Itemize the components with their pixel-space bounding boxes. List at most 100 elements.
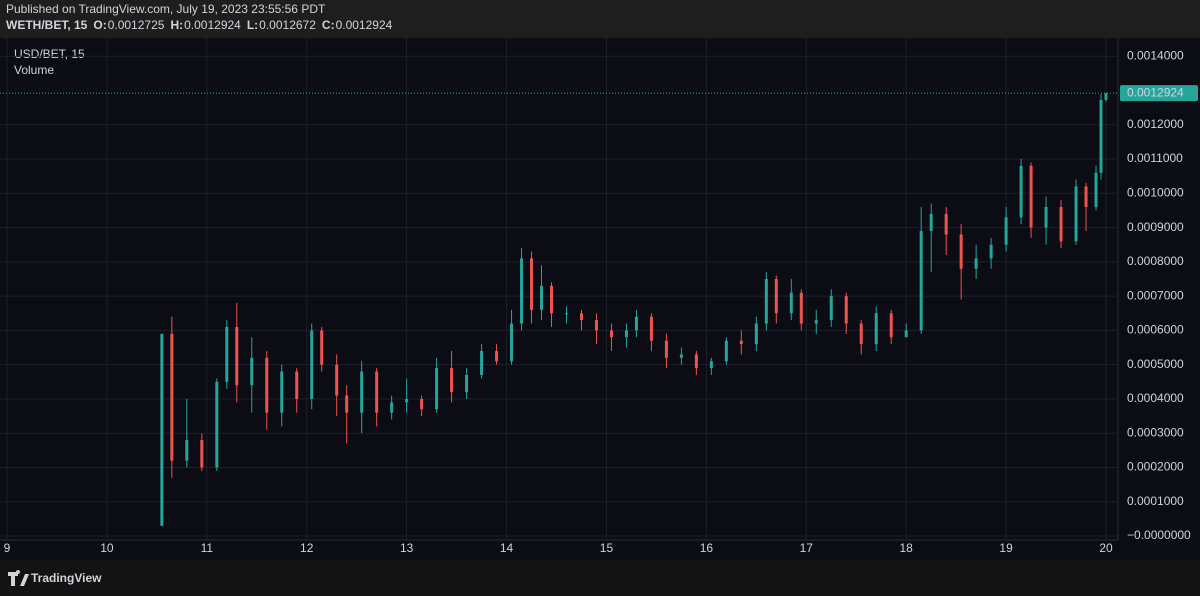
candle-body bbox=[739, 340, 743, 345]
candle-body bbox=[764, 278, 768, 324]
candle-body bbox=[320, 330, 324, 365]
y-tick-label: 0.0012000 bbox=[1127, 117, 1184, 131]
last-price-badge bbox=[1120, 85, 1198, 102]
ohlc-label: O: bbox=[93, 18, 106, 32]
candle-body bbox=[1084, 186, 1088, 208]
ohlc-value: 0.0012725 bbox=[108, 18, 165, 32]
x-tick-label: 13 bbox=[400, 541, 414, 555]
symbol: WETH/BET, 15 bbox=[6, 18, 88, 32]
candle-body bbox=[989, 244, 993, 259]
x-tick-label: 20 bbox=[1099, 541, 1113, 555]
x-tick-label: 15 bbox=[600, 541, 614, 555]
candle-body bbox=[789, 292, 793, 314]
ohlc-value: 0.0012924 bbox=[184, 18, 241, 32]
chart-subtitle: Volume bbox=[14, 63, 54, 77]
ohlc-label: L: bbox=[247, 18, 258, 32]
candle-body bbox=[480, 350, 484, 375]
candle-body bbox=[859, 323, 863, 345]
candle-body bbox=[1059, 207, 1063, 242]
candle-body bbox=[799, 292, 803, 324]
candle-body bbox=[215, 381, 219, 468]
candle-body bbox=[649, 316, 653, 341]
candle-body bbox=[844, 296, 848, 324]
candle-body bbox=[185, 440, 189, 461]
candle-body bbox=[375, 371, 379, 413]
x-tick-label: 14 bbox=[500, 541, 514, 555]
y-tick-label: 0.0002000 bbox=[1127, 460, 1184, 474]
candle-body bbox=[904, 330, 908, 338]
candle-body bbox=[874, 313, 878, 345]
y-tick-label: 0.0005000 bbox=[1127, 357, 1184, 371]
chart-title: USD/BET, 15 bbox=[14, 47, 85, 61]
x-tick-label: 17 bbox=[800, 541, 814, 555]
candle-body bbox=[594, 320, 598, 331]
footer-bar bbox=[0, 560, 1200, 596]
candle-body bbox=[450, 368, 454, 393]
candle-body bbox=[959, 234, 963, 269]
last-price-label: 0.0012924 bbox=[1127, 85, 1184, 99]
candle-body bbox=[1099, 99, 1103, 173]
candle-body bbox=[724, 340, 728, 362]
candle-body bbox=[420, 398, 424, 410]
candle-body bbox=[564, 313, 568, 315]
candle-body bbox=[170, 333, 174, 461]
candle-body bbox=[345, 395, 349, 413]
ohlc-label: H: bbox=[170, 18, 183, 32]
candle-body bbox=[1019, 165, 1023, 218]
brand: TradingView bbox=[31, 571, 102, 585]
candle-body bbox=[709, 361, 713, 369]
candle-body bbox=[1104, 93, 1108, 100]
candle-body bbox=[530, 258, 534, 310]
candle-body bbox=[405, 398, 409, 403]
candle-body bbox=[1029, 165, 1033, 228]
x-tick-label: 9 bbox=[4, 541, 11, 555]
candle-body bbox=[929, 213, 933, 232]
y-tick-label: 0.0009000 bbox=[1127, 220, 1184, 234]
y-tick-label: 0.0007000 bbox=[1127, 288, 1184, 302]
candle-body bbox=[1004, 217, 1008, 245]
x-tick-label: 19 bbox=[999, 541, 1013, 555]
candle-body bbox=[540, 285, 544, 310]
candle-body bbox=[295, 371, 299, 399]
plot-bg bbox=[0, 38, 1200, 560]
y-tick-label: 0.0014000 bbox=[1127, 48, 1184, 62]
candle-body bbox=[754, 323, 758, 345]
candle-body bbox=[579, 313, 583, 321]
candle-body bbox=[510, 323, 514, 362]
x-tick-label: 10 bbox=[100, 541, 114, 555]
candle-body bbox=[1044, 207, 1048, 228]
candle-body bbox=[694, 354, 698, 369]
candle-body bbox=[335, 364, 339, 396]
x-tick-label: 16 bbox=[700, 541, 714, 555]
candle-body bbox=[235, 326, 239, 386]
candle-body bbox=[265, 357, 269, 413]
candle-body bbox=[889, 313, 893, 338]
x-tick-label: 18 bbox=[900, 541, 914, 555]
y-tick-label: 0.0001000 bbox=[1127, 494, 1184, 508]
y-tick-label: 0.0006000 bbox=[1127, 323, 1184, 337]
x-tick-label: 12 bbox=[300, 541, 314, 555]
x-tick-label: 11 bbox=[201, 541, 214, 555]
candle-body bbox=[360, 371, 364, 413]
ohlc-value: 0.0012924 bbox=[336, 18, 393, 32]
y-tick-label: 0.0011000 bbox=[1127, 151, 1183, 165]
candle-body bbox=[634, 316, 638, 331]
candle-body bbox=[1094, 172, 1098, 208]
candle-body bbox=[664, 340, 668, 358]
candle-body bbox=[435, 368, 439, 410]
candle-body bbox=[624, 330, 628, 338]
candle-body bbox=[495, 350, 499, 362]
candle-body bbox=[829, 296, 833, 321]
candle-body bbox=[160, 333, 164, 526]
candle-body bbox=[465, 374, 469, 393]
candle-body bbox=[250, 357, 254, 386]
ohlc-value: 0.0012672 bbox=[259, 18, 316, 32]
y-tick-label: 0.0008000 bbox=[1127, 254, 1184, 268]
y-tick-label: −0.0000000 bbox=[1127, 528, 1191, 542]
candle-body bbox=[280, 371, 284, 413]
candle-body bbox=[200, 440, 204, 468]
candle-body bbox=[974, 258, 978, 269]
candle-body bbox=[550, 285, 554, 314]
